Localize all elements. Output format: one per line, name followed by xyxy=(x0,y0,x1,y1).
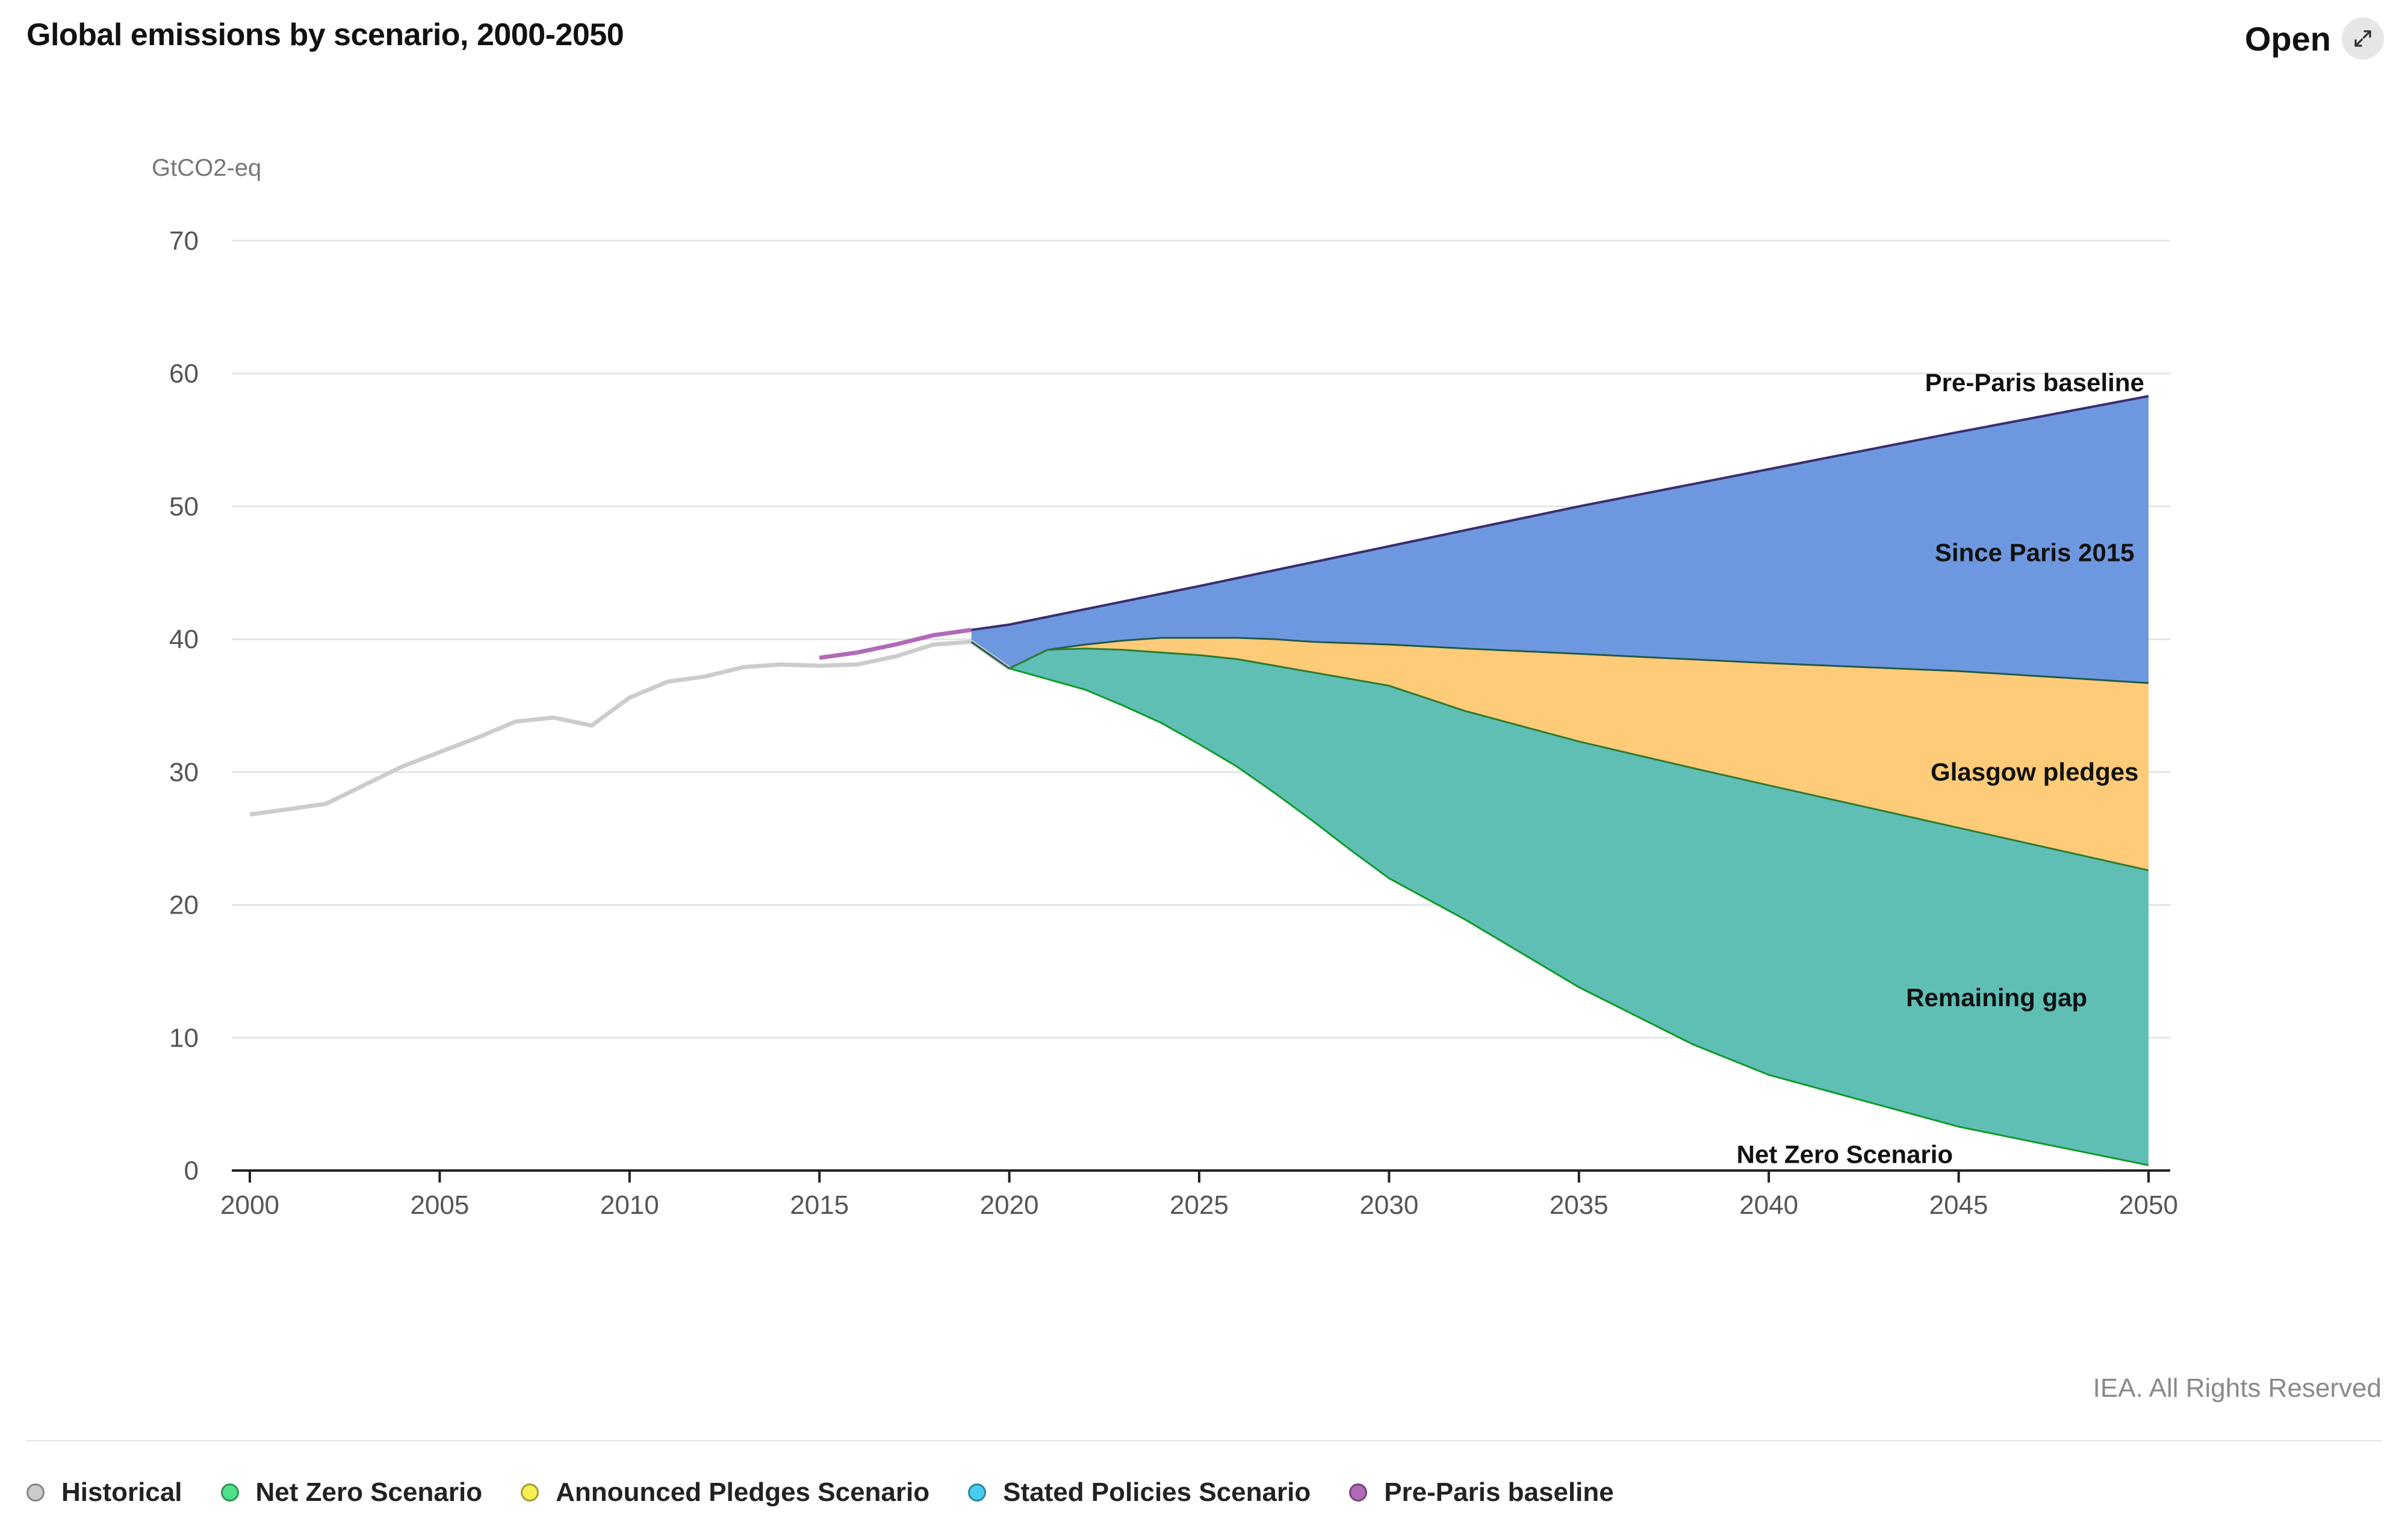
legend-dot-icon xyxy=(26,1483,45,1502)
y-tick-label: 40 xyxy=(169,625,199,654)
legend-item-announced-pledges-scenario[interactable]: Announced Pledges Scenario xyxy=(521,1477,929,1508)
y-tick-label: 10 xyxy=(169,1023,199,1053)
line-pre-paris-baseline xyxy=(971,395,2149,631)
legend-label: Announced Pledges Scenario xyxy=(556,1477,930,1507)
area-remaining-gap xyxy=(1009,648,2149,1166)
line-historical xyxy=(249,640,1011,817)
legend-dot-icon xyxy=(521,1483,539,1502)
area-label-since-paris-2015: Since Paris 2015 xyxy=(1935,539,2135,567)
line-announced-pledges-scenario xyxy=(1008,648,2149,871)
y-tick-label: 50 xyxy=(169,492,199,521)
legend-label: Pre-Paris baseline xyxy=(1384,1477,1614,1507)
expand-icon[interactable] xyxy=(2342,17,2384,60)
area-since-paris-2015 xyxy=(971,396,2149,683)
chart-annotations: Since Paris 2015 Glasgow pledges Remaining… xyxy=(1737,368,2144,1168)
y-axis-unit-label: GtCO2-eq xyxy=(152,155,261,181)
expand-arrows-icon xyxy=(2354,30,2371,47)
line-stated-policies-scenario xyxy=(970,637,2149,684)
x-tick-label: 2050 xyxy=(2119,1190,2178,1220)
scenario-lines xyxy=(249,395,2149,1166)
y-tick-label: 20 xyxy=(169,891,199,920)
x-tick-label: 2015 xyxy=(790,1190,849,1220)
legend-item-stated-policies-scenario[interactable]: Stated Policies Scenario xyxy=(968,1477,1311,1508)
x-tick-label: 2000 xyxy=(220,1190,279,1220)
y-tick-label: 70 xyxy=(169,226,199,256)
legend-dot-icon xyxy=(1349,1483,1368,1502)
x-tick-label: 2030 xyxy=(1359,1190,1418,1220)
y-tick-label: 60 xyxy=(169,359,199,389)
open-button-label: Open xyxy=(2244,19,2331,58)
line-net-zero-scenario xyxy=(1009,667,2149,1166)
legend-item-net-zero-scenario[interactable]: Net Zero Scenario xyxy=(220,1477,483,1508)
legend-label: Net Zero Scenario xyxy=(255,1477,483,1507)
legend-dot-icon xyxy=(968,1483,987,1502)
scenario-areas xyxy=(971,396,2149,1166)
copyright-credit: IEA. All Rights Reserved xyxy=(2093,1373,2382,1403)
legend-label: Historical xyxy=(61,1477,182,1507)
area-label-remaining-gap: Remaining gap xyxy=(1906,983,2087,1012)
footer-divider xyxy=(26,1440,2382,1441)
area-label-glasgow-pledges: Glasgow pledges xyxy=(1931,758,2138,786)
x-tick-label: 2045 xyxy=(1929,1190,1988,1220)
x-tick-label: 2040 xyxy=(1739,1190,1798,1220)
legend-item-historical[interactable]: Historical xyxy=(26,1477,182,1508)
x-tick-label: 2035 xyxy=(1550,1190,1609,1220)
x-tick-label: 2025 xyxy=(1170,1190,1229,1220)
legend-dot-icon xyxy=(220,1483,239,1502)
x-tick-label: 2010 xyxy=(600,1190,659,1220)
y-tick-label: 30 xyxy=(169,758,199,787)
legend-label: Stated Policies Scenario xyxy=(1003,1477,1311,1507)
x-tick-label: 2020 xyxy=(980,1190,1039,1220)
chart-title: Global emissions by scenario, 2000-2050 xyxy=(26,17,624,52)
area-glasgow-pledges xyxy=(1009,637,2149,871)
chart-legend: Historical Net Zero Scenario Announced Ple… xyxy=(26,1477,1614,1508)
line-label-net-zero-scenario: Net Zero Scenario xyxy=(1737,1140,1953,1169)
line-pre-paris-baseline-historical xyxy=(819,628,972,660)
y-tick-label: 0 xyxy=(184,1156,199,1186)
open-button[interactable]: Open xyxy=(2245,17,2384,60)
legend-item-pre-paris-baseline[interactable]: Pre-Paris baseline xyxy=(1349,1477,1614,1508)
line-label-pre-paris-baseline: Pre-Paris baseline xyxy=(1925,368,2144,397)
x-tick-label: 2005 xyxy=(410,1190,469,1220)
